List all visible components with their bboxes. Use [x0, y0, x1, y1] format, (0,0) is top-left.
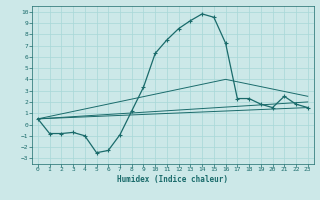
- X-axis label: Humidex (Indice chaleur): Humidex (Indice chaleur): [117, 175, 228, 184]
